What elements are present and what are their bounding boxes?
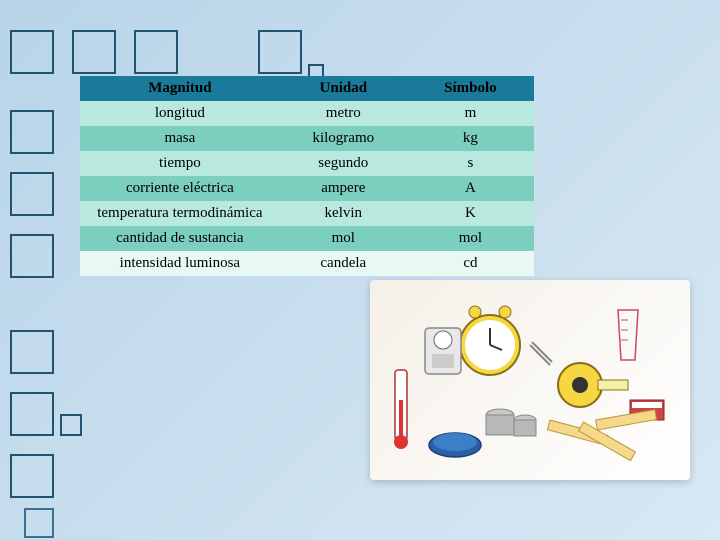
table-row: longitud metro m (80, 101, 534, 126)
col-header-magnitud: Magnitud (80, 76, 280, 101)
table-row: intensidad luminosa candela cd (80, 251, 534, 276)
table-row: tiempo segundo s (80, 151, 534, 176)
deco-square (72, 30, 116, 74)
cell-simbolo: cd (407, 251, 534, 276)
deco-square (10, 234, 54, 278)
deco-square (10, 172, 54, 216)
cell-simbolo: K (407, 201, 534, 226)
instruments-icon (380, 290, 680, 470)
cell-unidad: segundo (280, 151, 407, 176)
cell-unidad: mol (280, 226, 407, 251)
deco-square (10, 110, 54, 154)
cell-magnitud: longitud (80, 101, 280, 126)
table-header-row: Magnitud Unidad Símbolo (80, 76, 534, 101)
table-body: longitud metro m masa kilogramo kg tiemp… (80, 101, 534, 276)
cell-magnitud: cantidad de sustancia (80, 226, 280, 251)
cell-unidad: kelvin (280, 201, 407, 226)
cell-unidad: kilogramo (280, 126, 407, 151)
deco-square (10, 392, 54, 436)
deco-square (258, 30, 302, 74)
table-row: masa kilogramo kg (80, 126, 534, 151)
table-row: corriente eléctrica ampere A (80, 176, 534, 201)
cell-unidad: candela (280, 251, 407, 276)
instruments-image (370, 280, 690, 480)
cell-magnitud: masa (80, 126, 280, 151)
cell-simbolo: s (407, 151, 534, 176)
deco-square (10, 330, 54, 374)
cell-magnitud: intensidad luminosa (80, 251, 280, 276)
si-units-table: Magnitud Unidad Símbolo longitud metro m… (80, 76, 534, 276)
deco-square (10, 30, 54, 74)
cell-simbolo: A (407, 176, 534, 201)
deco-square (60, 414, 82, 436)
cell-magnitud: temperatura termodinámica (80, 201, 280, 226)
cell-simbolo: m (407, 101, 534, 126)
table-row: temperatura termodinámica kelvin K (80, 201, 534, 226)
deco-square (10, 454, 54, 498)
col-header-simbolo: Símbolo (407, 76, 534, 101)
deco-square (134, 30, 178, 74)
cell-magnitud: tiempo (80, 151, 280, 176)
cell-magnitud: corriente eléctrica (80, 176, 280, 201)
cell-simbolo: mol (407, 226, 534, 251)
deco-square (24, 508, 54, 538)
col-header-unidad: Unidad (280, 76, 407, 101)
table-row: cantidad de sustancia mol mol (80, 226, 534, 251)
cell-simbolo: kg (407, 126, 534, 151)
cell-unidad: metro (280, 101, 407, 126)
cell-unidad: ampere (280, 176, 407, 201)
